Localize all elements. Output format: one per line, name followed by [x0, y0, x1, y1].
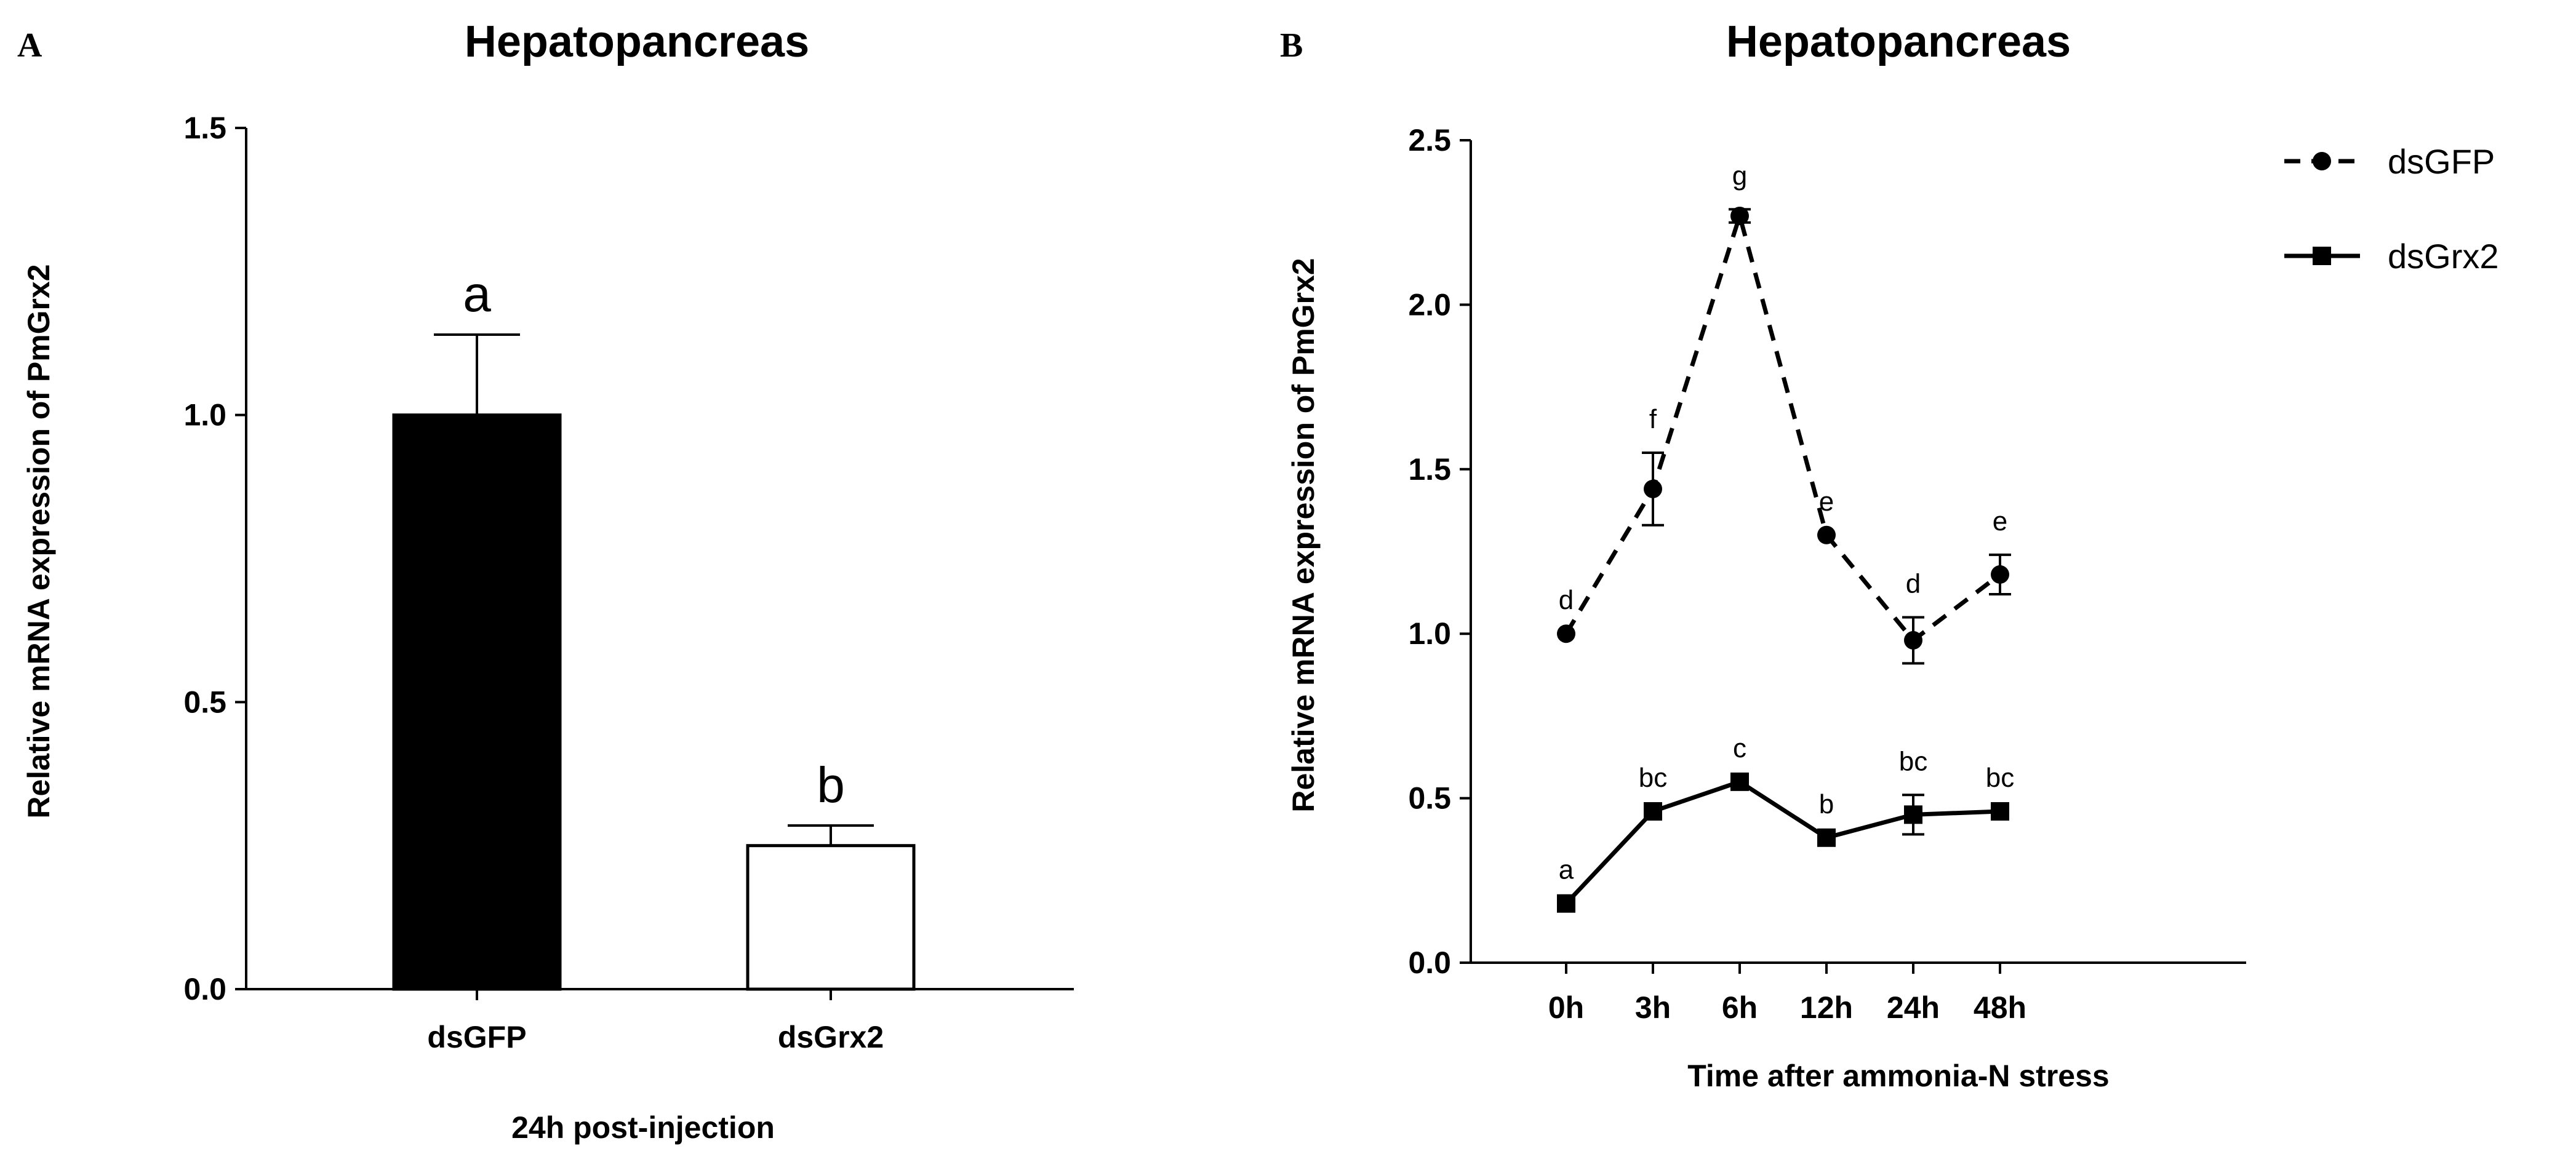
data-point: [1644, 802, 1662, 821]
series-line: [1564, 213, 2002, 643]
series-dsGrx2: a bc c b bc bc: [1557, 733, 2014, 913]
panel-a: A Hepatopancreas Relative mRNA expressio…: [17, 17, 1074, 1145]
significance-letter: d: [1906, 568, 1921, 599]
panel-b-title: Hepatopancreas: [1726, 17, 2071, 66]
data-point: [2313, 152, 2331, 170]
significance-letter: b: [1819, 789, 1834, 819]
data-point: [1991, 802, 2009, 821]
panel-a-x-tick-label: dsGFP: [427, 1020, 526, 1054]
bar: [746, 844, 916, 991]
significance-letter: f: [1649, 404, 1657, 434]
data-point: [1817, 828, 1836, 847]
panel-b-x-tick-label: 12h: [1800, 990, 1853, 1025]
panel-b-y-tick-label: 1.0: [1408, 616, 1451, 651]
panel-a-y-tick-label: 0.0: [183, 972, 226, 1006]
series-line: [1564, 779, 2001, 905]
significance-letter: bc: [1639, 763, 1667, 793]
significance-letter: bc: [1986, 763, 2014, 793]
significance-letter: d: [1559, 585, 1574, 615]
panel-b-y-tick-label: 0.0: [1408, 945, 1451, 980]
significance-letter: b: [817, 757, 845, 813]
bar: [392, 413, 562, 991]
panel-b-y-tick-label: 2.0: [1408, 287, 1451, 322]
significance-letter: e: [1993, 506, 2007, 536]
panel-a-bars: ab: [392, 266, 916, 991]
data-point: [2313, 247, 2331, 265]
panel-a-x-tick-label: dsGrx2: [778, 1020, 884, 1054]
panel-b-x-tick-label: 24h: [1887, 990, 1940, 1025]
panel-b-y-axis-label: Relative mRNA expression of PmGrx2: [1286, 258, 1321, 812]
panel-b-legend: dsGFP dsGrx2: [2284, 142, 2499, 276]
panel-a-letter: A: [17, 26, 42, 65]
panel-b-axes: 0.0 0.5 1.0 1.5 2.0 2.5 0h 3h 6h 12h 24h 48h: [1408, 123, 2246, 1025]
series-dsGFP: d f g e d e: [1557, 161, 2011, 665]
panel-b-letter: B: [1280, 26, 1303, 65]
legend-label: dsGFP: [2388, 142, 2495, 181]
panel-b-y-tick-label: 1.5: [1408, 452, 1451, 487]
significance-letter: e: [1819, 487, 1834, 517]
data-point: [1904, 805, 1922, 824]
panel-b-y-tick-label: 0.5: [1408, 781, 1451, 816]
data-point: [1644, 479, 1662, 498]
significance-letter: a: [463, 266, 491, 322]
data-point: [1991, 565, 2009, 584]
significance-letter: c: [1733, 733, 1746, 763]
panel-b-y-tick-label: 2.5: [1408, 123, 1451, 157]
panel-b-x-tick-label: 48h: [1974, 990, 2026, 1025]
legend-label: dsGrx2: [2388, 237, 2499, 276]
panel-b-series: d f g e d e a bc c b bc bc: [1557, 161, 2014, 913]
data-point: [1730, 772, 1749, 791]
legend-item-dsGrx2: dsGrx2: [2284, 237, 2499, 276]
significance-letter: g: [1732, 161, 1747, 191]
panel-b-x-tick-label: 6h: [1722, 990, 1758, 1025]
significance-letter: bc: [1899, 746, 1927, 776]
data-point: [1817, 525, 1836, 544]
significance-letter: a: [1559, 855, 1574, 885]
panel-a-title: Hepatopancreas: [465, 17, 809, 66]
panel-a-y-axis-label: Relative mRNA expression of PmGrx2: [22, 264, 56, 818]
panel-b: B Hepatopancreas Relative mRNA expressio…: [1280, 17, 2499, 1093]
panel-a-y-tick-label: 0.5: [183, 685, 226, 719]
data-point: [1904, 631, 1922, 650]
panel-b-x-axis-label: Time after ammonia-N stress: [1687, 1059, 2109, 1093]
legend-item-dsGFP: dsGFP: [2284, 142, 2495, 181]
data-point: [1557, 894, 1575, 913]
data-point: [1557, 624, 1575, 643]
panel-a-x-axis-label: 24h post-injection: [511, 1110, 775, 1145]
panel-a-axes: 0.0 0.5 1.0 1.5 dsGFP dsGrx2: [183, 111, 1074, 1054]
panel-a-y-tick-label: 1.5: [183, 111, 226, 145]
data-point: [1730, 207, 1749, 226]
panel-b-x-tick-label: 0h: [1548, 990, 1584, 1025]
panel-a-y-tick-label: 1.0: [183, 398, 226, 432]
panel-b-x-tick-label: 3h: [1635, 990, 1671, 1025]
